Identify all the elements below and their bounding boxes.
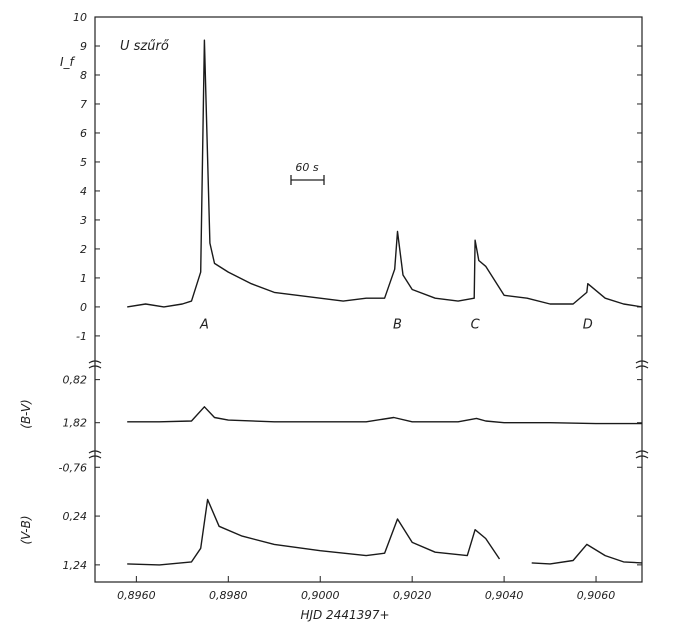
- series-line-if: [127, 39, 643, 308]
- x-tick-label: 0,9040: [485, 589, 524, 602]
- axis-break-mark: [88, 360, 102, 369]
- y-tick-label-vb: 0,24: [63, 510, 88, 523]
- x-tick-label: 0,9020: [393, 589, 432, 602]
- y-tick-label-if: 4: [80, 185, 87, 198]
- y-axis-label-vb: (V-B): [19, 515, 33, 544]
- y-tick-label-if: 8: [80, 69, 87, 82]
- axis-break-mark: [635, 360, 649, 369]
- y-tick-label-bv: 1,82: [63, 417, 88, 430]
- axis-break-marks: [88, 360, 649, 459]
- y-tick-label-if: 1: [80, 272, 87, 285]
- y-tick-label-if: 0: [80, 301, 87, 314]
- x-tick-label: 0,8960: [117, 589, 156, 602]
- axis-break-mark: [88, 450, 102, 459]
- data-curves: [127, 39, 643, 566]
- y-tick-label-vb: 1,24: [63, 559, 88, 572]
- y-tick-label-if: -1: [76, 330, 87, 343]
- x-tick-label: 0,9060: [577, 589, 616, 602]
- y-axis-label-if: I_f: [60, 55, 76, 69]
- y-tick-label-if: 7: [80, 98, 87, 111]
- x-tick-label: 0,8980: [209, 589, 248, 602]
- series-line-bv: [127, 406, 642, 425]
- series-line-vb-1: [127, 498, 501, 566]
- y-tick-label-if: 10: [73, 11, 87, 24]
- filter-label: U szűrő: [120, 39, 170, 54]
- peak-labels: A B C D: [199, 318, 593, 333]
- scale-bar-label: 60 s: [295, 161, 318, 174]
- x-axis-label: HJD 2441397+: [300, 608, 389, 622]
- plot-frame: [94, 16, 643, 583]
- y-tick-label-bv: 0,82: [63, 374, 88, 387]
- scale-bar: 60 s: [290, 161, 325, 185]
- y-tick-label-if: 5: [80, 156, 87, 169]
- y-tick-label-if: 3: [80, 214, 87, 227]
- x-tick-label: 0,9000: [301, 589, 340, 602]
- peak-label-b: B: [393, 318, 402, 333]
- y-tick-label-if: 2: [80, 243, 87, 256]
- y-tick-label-if: 6: [80, 127, 87, 140]
- y-axis-label-bv: (B-V): [19, 399, 33, 428]
- x-axis: 0,8960 0,8980 0,9000 0,9020 0,9040 0,9060: [117, 576, 615, 602]
- peak-label-a: A: [199, 318, 209, 333]
- y-tick-label-if: 9: [80, 40, 87, 53]
- axis-break-mark: [635, 450, 649, 459]
- peak-label-d: D: [583, 318, 593, 333]
- peak-label-c: C: [471, 318, 481, 333]
- series-line-vb-2: [531, 543, 643, 565]
- y-tick-label-vb: -0,76: [59, 461, 87, 474]
